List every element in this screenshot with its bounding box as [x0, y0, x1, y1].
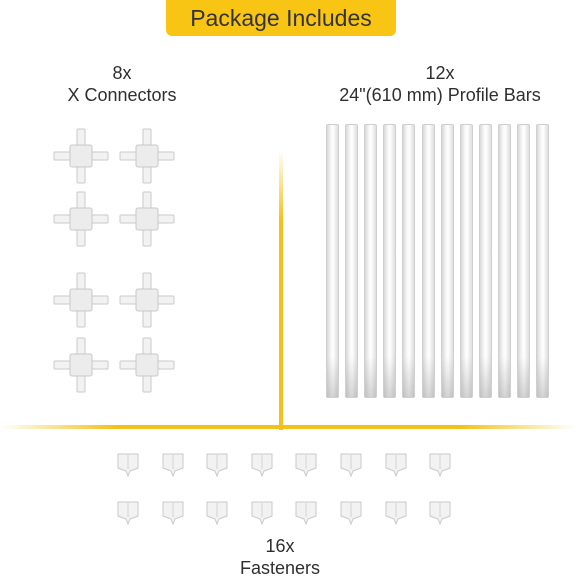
fasteners-name: Fasteners [239, 558, 321, 578]
fasteners-label: 16x Fasteners [200, 535, 360, 579]
fastener [117, 501, 139, 526]
profile-bar [478, 124, 492, 398]
bars-label: 12x 24"(610 mm) Profile Bars [300, 62, 576, 106]
x-connector [53, 191, 109, 247]
fasteners-count: 16x [265, 536, 295, 556]
fastener [429, 501, 451, 526]
profile-bar [345, 124, 359, 398]
vertical-divider [279, 150, 283, 430]
fastener [251, 453, 273, 478]
bars-name: 24"(610 mm) Profile Bars [339, 85, 541, 105]
fastener [340, 453, 362, 478]
fastener [162, 453, 184, 478]
fastener [385, 501, 407, 526]
profile-bar [326, 124, 339, 398]
profile-bar [383, 124, 397, 398]
fastener [251, 501, 273, 526]
fastener [206, 501, 228, 526]
connectors-name: X Connectors [67, 85, 177, 105]
profile-bar [459, 124, 473, 398]
profile-bar [402, 124, 416, 398]
fastener [429, 453, 451, 478]
x-connector [53, 128, 109, 184]
horizontal-divider [0, 425, 576, 429]
fastener [162, 501, 184, 526]
connectors-count: 8x [112, 63, 132, 83]
x-connector [119, 272, 175, 328]
fastener [295, 453, 317, 478]
profile-bar [497, 124, 511, 398]
profile-bar [536, 124, 550, 398]
x-connector [119, 337, 175, 393]
x-connector [53, 272, 109, 328]
x-connector [53, 337, 109, 393]
profile-bar [517, 124, 530, 398]
page-title: Package Includes [190, 4, 372, 31]
profile-bar [440, 124, 454, 398]
profile-bar [421, 124, 435, 398]
profile-bar [364, 124, 378, 398]
title-banner: Package Includes [166, 0, 396, 36]
x-connector [119, 128, 175, 184]
connectors-label: 8x X Connectors [42, 62, 202, 106]
fastener [206, 453, 228, 478]
fastener [385, 453, 407, 478]
fastener [295, 501, 317, 526]
fastener [117, 453, 139, 478]
bars-count: 12x [425, 63, 455, 83]
x-connector [119, 191, 175, 247]
fastener [340, 501, 362, 526]
